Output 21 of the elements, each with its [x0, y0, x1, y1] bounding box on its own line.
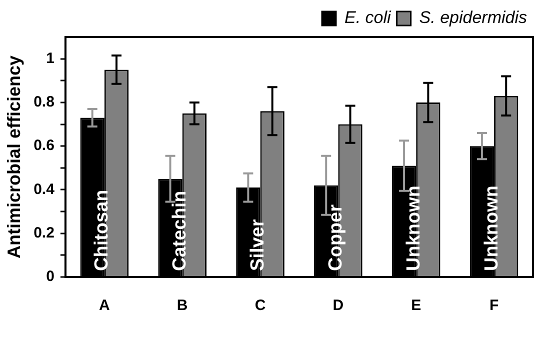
y-tick-label: 0.2 [34, 224, 54, 242]
x-tick-label: E [411, 297, 422, 314]
y-tick-label: 0.6 [34, 137, 54, 154]
annotation: Silver [248, 218, 268, 271]
y-tick-label: 0.8 [34, 94, 54, 111]
annotation: Catechin [170, 190, 191, 271]
y-axis-title: Antimicrobial efficiency [4, 55, 24, 259]
x-tick-label: A [98, 297, 110, 314]
annotation: Chitosan [92, 190, 113, 271]
y-tick-label: 0 [46, 268, 54, 286]
legend-label: S. epidermidis [419, 8, 528, 28]
annotation: Unknown [403, 186, 424, 271]
legend-label: E. coli [344, 8, 392, 28]
x-tick-label: C [254, 297, 266, 314]
x-tick-label: B [176, 297, 188, 314]
annotation: Copper [325, 204, 346, 271]
y-tick-label: 0.4 [34, 180, 56, 198]
y-tick-label: 1 [46, 50, 54, 67]
x-tick-label: F [489, 297, 499, 314]
x-tick-label: D [332, 297, 344, 314]
annotation: Unknown [481, 186, 502, 271]
